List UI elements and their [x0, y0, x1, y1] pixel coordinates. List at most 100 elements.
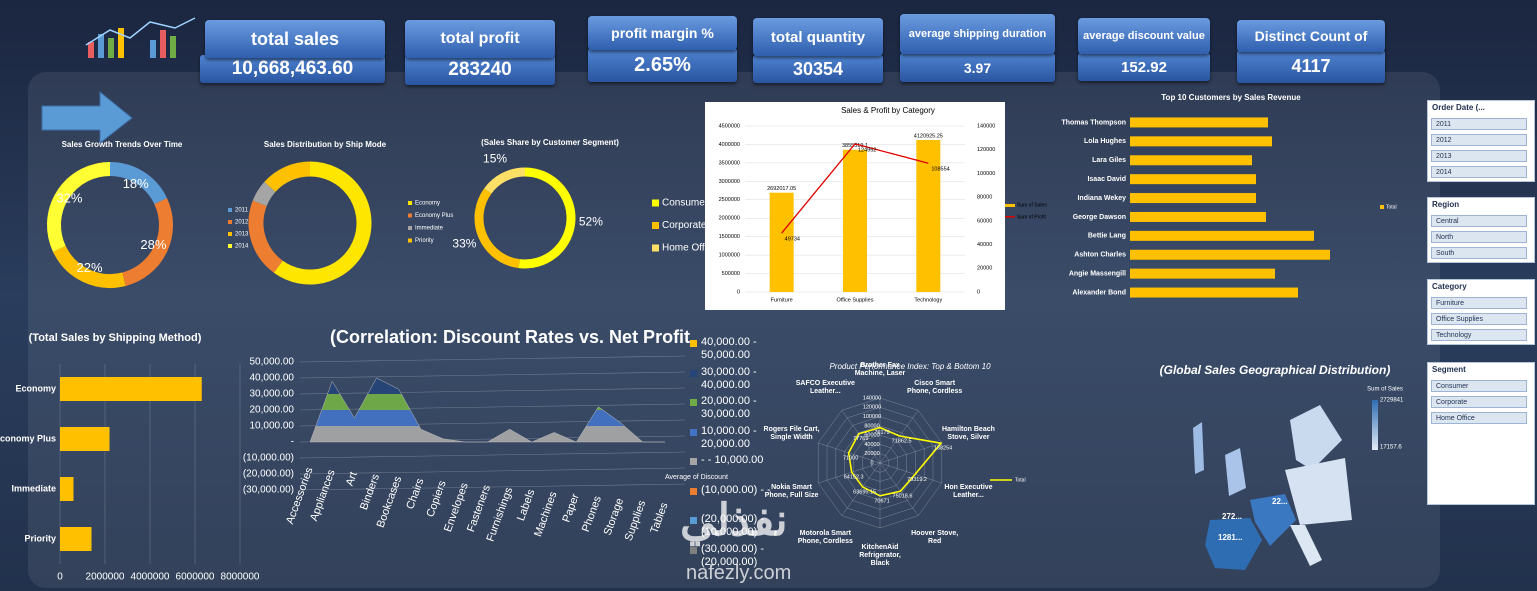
data-label: 71862.5	[892, 438, 912, 444]
x-tick-label: Technology	[914, 297, 942, 303]
y-tick-label: (20,000.00)	[243, 469, 294, 480]
donut-segment	[52, 245, 126, 288]
legend-label: Immediate	[415, 226, 444, 232]
r-tick-label: 0	[870, 460, 873, 466]
axis-label: Brother Fax Machine, Laser	[854, 362, 906, 377]
donut-segment	[252, 181, 276, 207]
bar	[1130, 211, 1266, 222]
spoke	[818, 462, 881, 484]
bar	[1130, 230, 1314, 241]
bar	[60, 477, 74, 501]
y-tick-label: Immediate	[11, 483, 56, 493]
kpi-value: 152.92	[1078, 53, 1210, 81]
r-tick-label: 80000	[864, 423, 879, 429]
donut-segment	[121, 198, 173, 287]
data-label: 33%	[452, 236, 476, 250]
bar	[769, 192, 794, 292]
kpi-label: profit margin %	[588, 16, 737, 50]
bar	[1130, 268, 1276, 279]
legend-swatch	[652, 222, 659, 229]
data-label: 124952	[858, 147, 876, 153]
data-label: 2692017.05	[767, 186, 796, 192]
spoke	[879, 462, 919, 516]
r-tick-label: 20000	[864, 451, 879, 457]
data-label: 77769	[853, 436, 868, 442]
spoke	[879, 410, 919, 464]
legend-swatch	[690, 340, 697, 347]
x-tick-label: 2000000	[86, 572, 125, 583]
slicer-item[interactable]: 2013	[1431, 150, 1527, 162]
data-label: 28%	[140, 237, 166, 252]
slicer-item[interactable]: 2011	[1431, 118, 1527, 130]
bar	[1130, 193, 1257, 204]
grid-ring	[870, 453, 890, 473]
area	[309, 377, 665, 443]
slicer-item[interactable]: Furniture	[1431, 297, 1527, 309]
axis-label: SAFCO Executive Leather...	[795, 379, 855, 395]
bar	[1130, 136, 1273, 147]
y2-tick-label: 100000	[977, 171, 995, 177]
y-tick-label: 1000000	[719, 253, 740, 259]
slicer-item[interactable]: 2014	[1431, 166, 1527, 178]
legend-swatch	[228, 244, 232, 248]
slicer-item[interactable]: North	[1431, 231, 1527, 243]
slicer-item[interactable]: South	[1431, 247, 1527, 259]
x-tick-label: 8000000	[221, 572, 260, 583]
legend-swatch	[1005, 216, 1015, 218]
y-tick-label: 2500000	[719, 197, 740, 203]
y-tick-label: Alexander Bond	[1072, 289, 1126, 296]
legend-label: Priority	[415, 238, 434, 244]
grid-ring	[844, 425, 916, 501]
kpi-value: 30354	[753, 55, 883, 83]
y-tick-label: Bettie Lang	[1088, 233, 1126, 240]
grid-ring	[826, 407, 934, 519]
slicer-item[interactable]: Corporate	[1431, 396, 1527, 408]
slicer-item[interactable]: Technology	[1431, 329, 1527, 341]
slicer-title: Order Date (...	[1432, 103, 1485, 112]
legend-swatch	[228, 232, 232, 236]
kpi-label: total quantity	[753, 18, 883, 56]
data-label: 71000	[843, 455, 858, 461]
y-tick-label: (30,000.00)	[243, 485, 294, 496]
y2-tick-label: 20000	[977, 266, 992, 272]
legend-label: Sum of Profit	[1017, 214, 1047, 220]
y-tick-label: 2000000	[719, 216, 740, 222]
r-tick-label: 100000	[863, 414, 881, 420]
y-tick-label: 4000000	[719, 142, 740, 148]
data-label: 18%	[123, 176, 149, 191]
legend-label: Home Office	[662, 243, 718, 254]
map-legend-title: Sum of Sales	[1367, 387, 1403, 393]
legend-label: Total	[1015, 477, 1026, 483]
x-tick-label: 0	[57, 572, 63, 583]
y-tick-label: 4500000	[719, 123, 740, 129]
legend-swatch	[408, 226, 412, 230]
legend-label: 2012	[235, 220, 249, 226]
legend-label: 40,000.00 - 50,000.00	[701, 336, 757, 361]
y-tick-label: Ashton Charles	[1074, 252, 1126, 259]
legend-swatch	[690, 546, 697, 554]
y2-tick-label: 120000	[977, 147, 995, 153]
bar	[1130, 249, 1330, 260]
kpi-value: 3.97	[900, 53, 1055, 82]
slicer-item[interactable]: 2012	[1431, 134, 1527, 146]
slicer-item[interactable]: Home Office	[1431, 412, 1527, 424]
slicer-item[interactable]: Consumer	[1431, 380, 1527, 392]
legend-swatch	[690, 428, 697, 436]
map-label: 22...	[1272, 497, 1288, 506]
legend-swatch	[1005, 204, 1015, 207]
bar	[60, 527, 92, 551]
bar	[60, 377, 202, 401]
slicer-item[interactable]: Office Supplies	[1431, 313, 1527, 325]
donut-segment	[474, 188, 520, 269]
chart-title: (Sales Share by Customer Segment)	[481, 138, 619, 147]
legend-label: Economy Plus	[415, 213, 453, 219]
line	[781, 143, 929, 234]
legend-label: Sum of Sales	[1017, 202, 1047, 208]
slicer-title: Segment	[1432, 365, 1466, 374]
bar	[843, 149, 867, 292]
slicer-item[interactable]: Central	[1431, 215, 1527, 227]
r-tick-label: 120000	[863, 405, 881, 411]
chart-title: (Correlation: Discount Rates vs. Net Pro…	[330, 327, 690, 347]
map-label: 272...	[1222, 512, 1242, 521]
